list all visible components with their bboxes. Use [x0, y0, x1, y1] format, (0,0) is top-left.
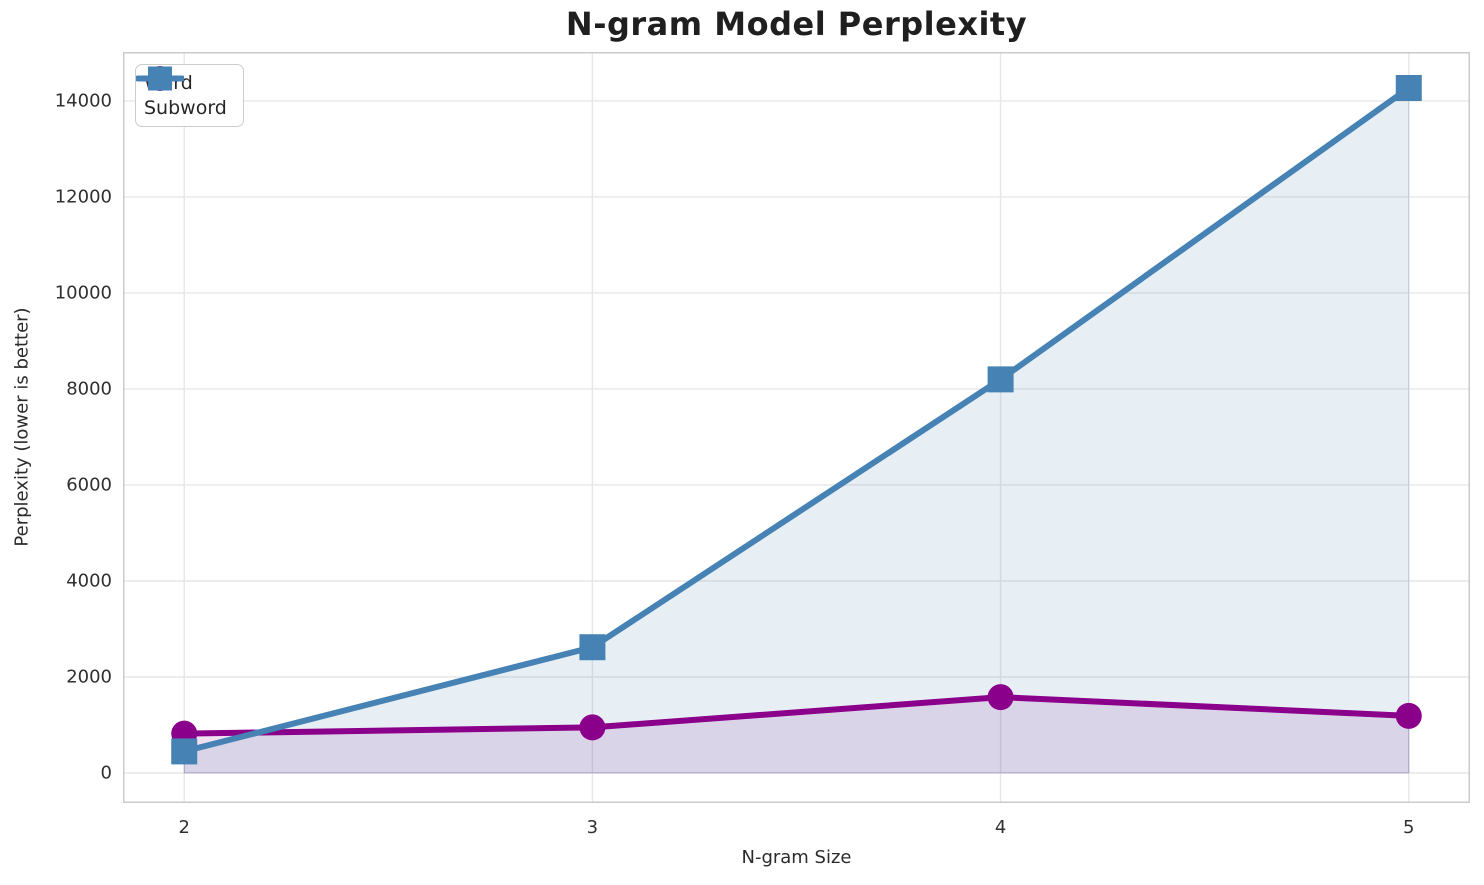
legend-item-subword: Subword [136, 66, 227, 119]
chart-title: N-gram Model Perplexity [565, 5, 1028, 43]
y-tick-label: 2000 [66, 666, 112, 688]
data-point-subword [171, 738, 198, 765]
data-point-word [1395, 702, 1422, 729]
legend: Word Subword [135, 64, 244, 127]
data-point-subword [579, 634, 606, 661]
data-point-word [987, 684, 1014, 711]
y-tick-label: 12000 [54, 186, 112, 208]
x-axis-label: N-gram Size [741, 847, 852, 868]
y-tick-label: 4000 [66, 570, 112, 592]
plot-frame [123, 52, 1470, 803]
y-tick-label: 0 [100, 762, 112, 784]
x-tick-label: 4 [994, 817, 1007, 838]
x-tick-label: 5 [1403, 817, 1415, 838]
data-point-subword [987, 366, 1014, 393]
plot-area: Word Subword [123, 52, 1470, 803]
series-line-word [181, 694, 1412, 737]
y-tick-label: 14000 [54, 90, 112, 112]
plot-canvas [123, 52, 1470, 803]
x-tick-label: 3 [586, 817, 599, 838]
y-axis-label: Perplexity (lower is better) [11, 307, 33, 547]
y-tick-label: 10000 [54, 282, 112, 304]
data-point-subword [1395, 75, 1422, 102]
legend-label-subword: Subword [144, 97, 227, 119]
subword-line-square-marker-icon [136, 66, 184, 91]
data-point-word [579, 714, 606, 741]
area-fill-subword [183, 87, 1410, 774]
series-line-subword [181, 85, 1412, 755]
x-tick-label: 2 [178, 817, 190, 838]
